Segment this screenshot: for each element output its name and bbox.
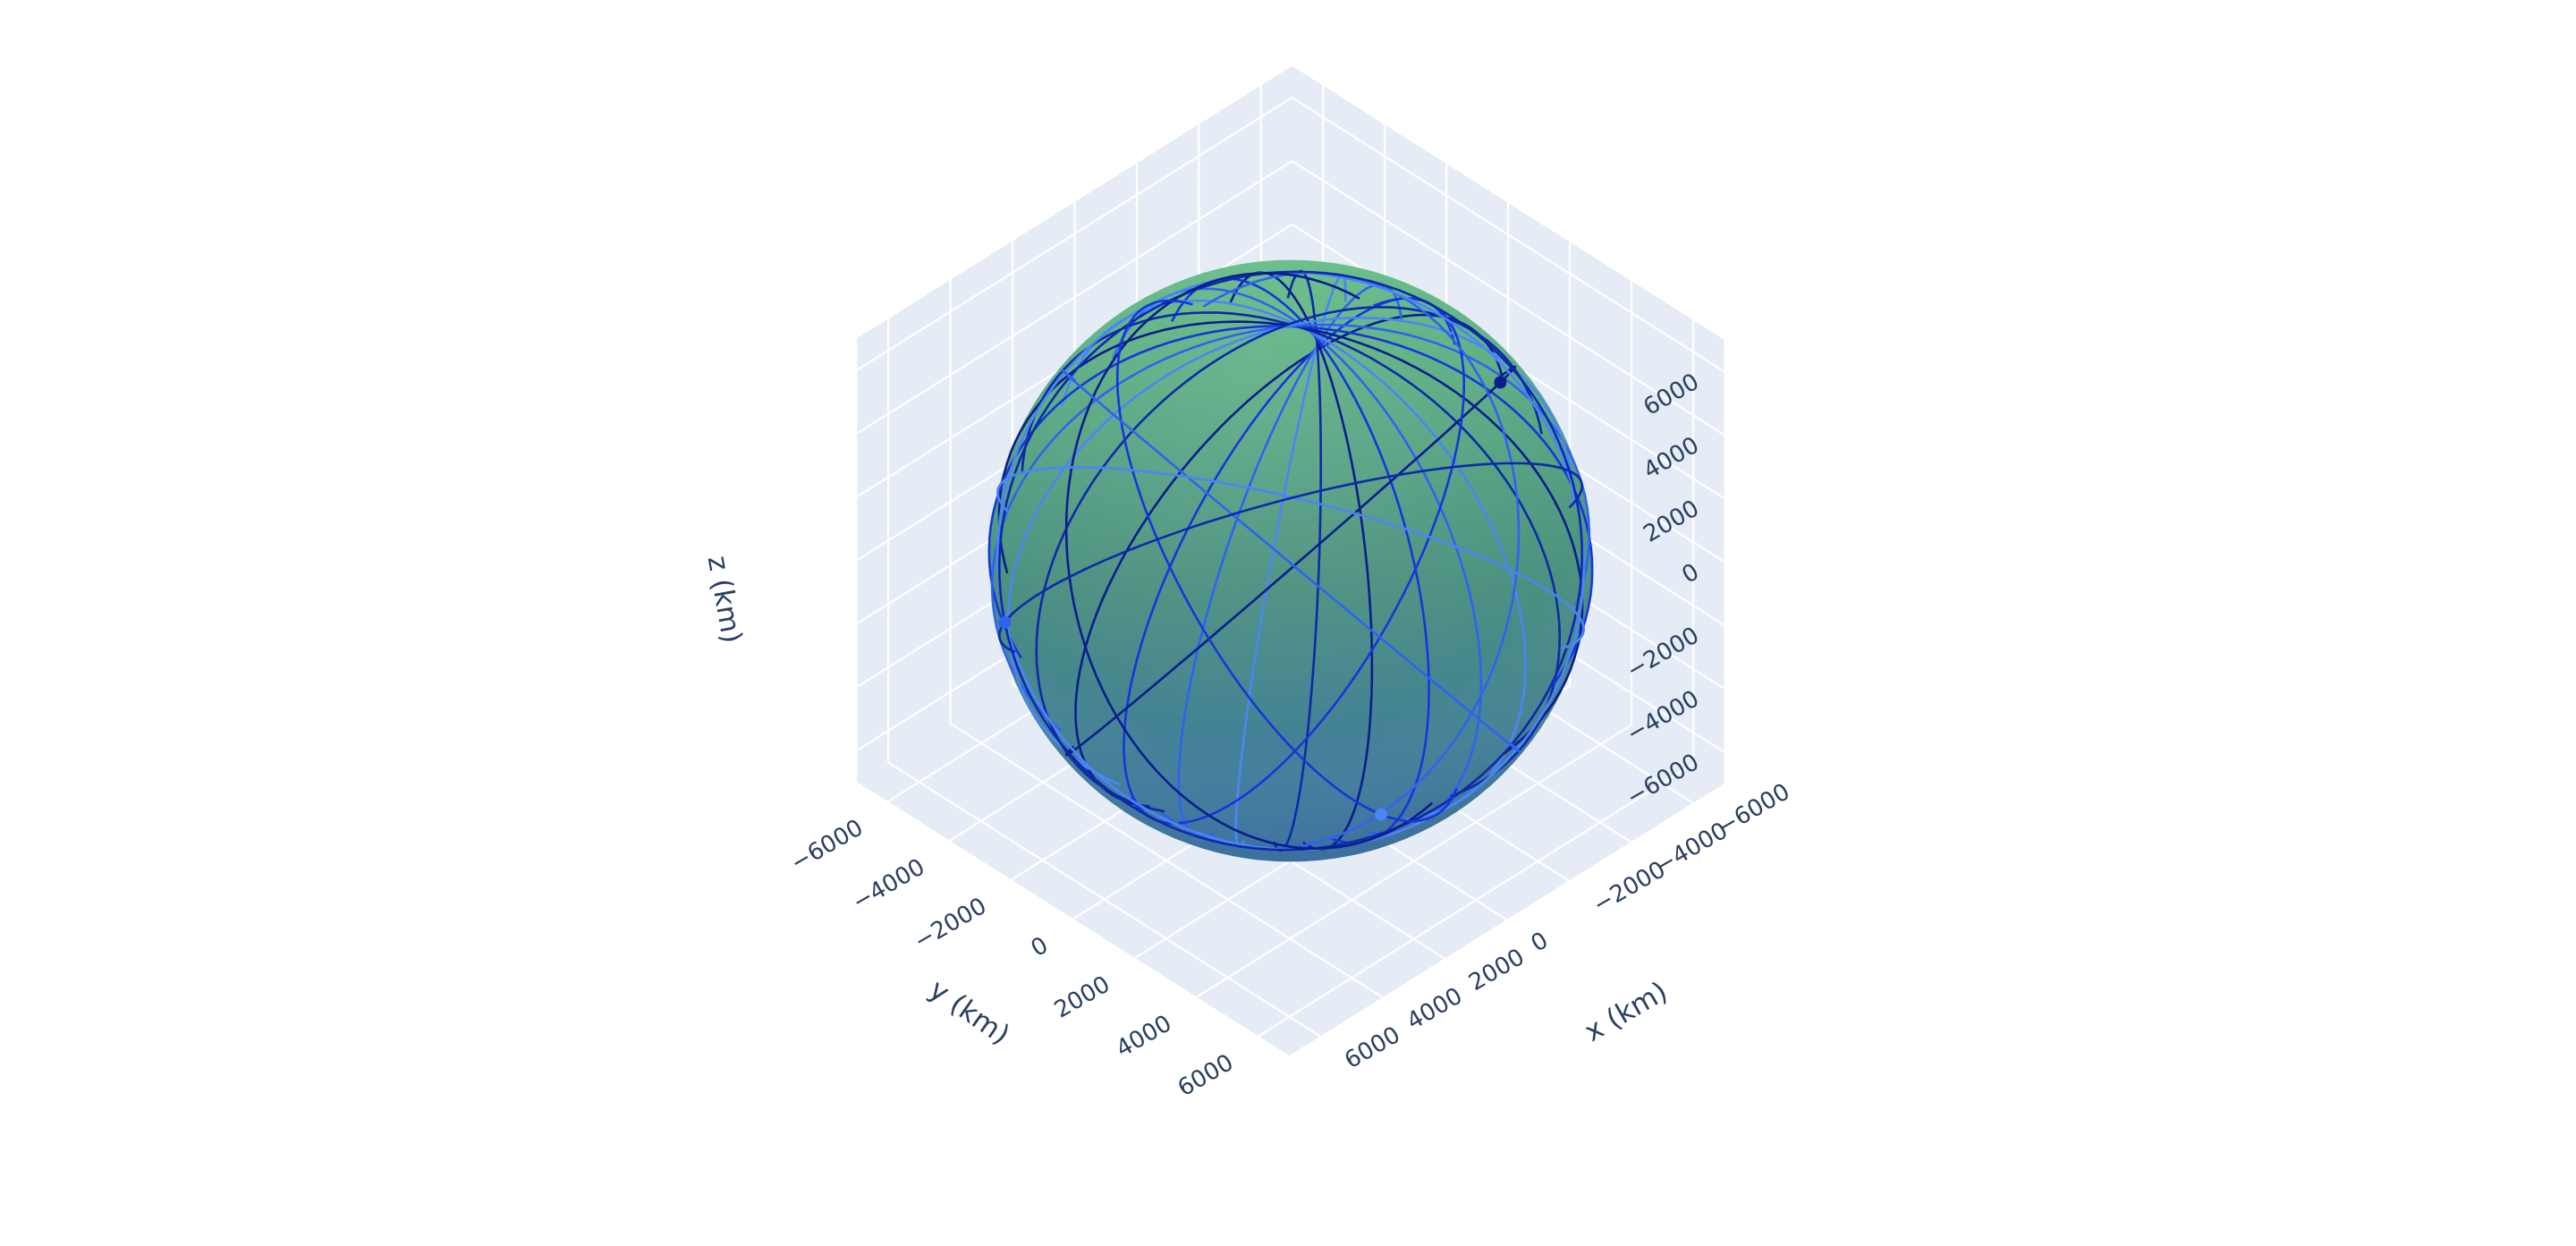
gridline-y-floor xyxy=(1258,763,1694,1038)
x-tick-label: 2000 xyxy=(1464,944,1529,996)
y-tick-label: 4000 xyxy=(1112,1010,1176,1063)
y-tick-label: −6000 xyxy=(786,815,868,877)
x-tick-label: −2000 xyxy=(1589,856,1670,919)
gridline-y-floor xyxy=(1196,724,1632,998)
orbit-line xyxy=(998,621,1016,654)
y-tick-label: −2000 xyxy=(910,893,991,955)
x-tick-label: 6000 xyxy=(1340,1021,1404,1074)
orbit-line xyxy=(1004,462,1583,623)
orbit-line xyxy=(1064,715,1118,757)
orbit-line xyxy=(1115,365,1517,717)
orbit-line xyxy=(997,320,1584,611)
orbit-line xyxy=(1064,271,1434,851)
x-tick-label: 4000 xyxy=(1402,983,1467,1036)
y-axis-title: y (km) xyxy=(923,973,1015,1051)
satellite-marker xyxy=(1494,376,1507,389)
gridline-z-wall-x xyxy=(1292,160,1725,437)
x-axis-title: x (km) xyxy=(1579,976,1673,1048)
gridline-z-wall-y xyxy=(856,160,1293,435)
y-tick-label: 6000 xyxy=(1174,1049,1238,1102)
orbit-line xyxy=(987,325,1594,659)
gridline-z-wall-y xyxy=(856,97,1293,371)
satellite-marker xyxy=(1375,808,1387,821)
satellite-markers xyxy=(998,376,1507,821)
y-tick-label: 0 xyxy=(1027,932,1053,962)
x-tick-label: 0 xyxy=(1527,928,1553,958)
gridline-z-wall-x xyxy=(1292,97,1725,373)
orbit-lines-front xyxy=(987,269,1594,852)
orbit-line xyxy=(996,465,1585,650)
z-axis-title: z (km) xyxy=(701,554,749,646)
y-tick-label: −4000 xyxy=(848,853,929,916)
orbit-line xyxy=(1001,504,1011,514)
earth-shading xyxy=(989,259,1592,862)
satellite-marker xyxy=(998,615,1012,629)
y-tick-label: 2000 xyxy=(1050,971,1114,1024)
orbit-line xyxy=(1061,369,1521,752)
orbit-line xyxy=(1035,305,1543,813)
earth-layer xyxy=(989,259,1592,862)
orbit-line xyxy=(1116,299,1458,823)
